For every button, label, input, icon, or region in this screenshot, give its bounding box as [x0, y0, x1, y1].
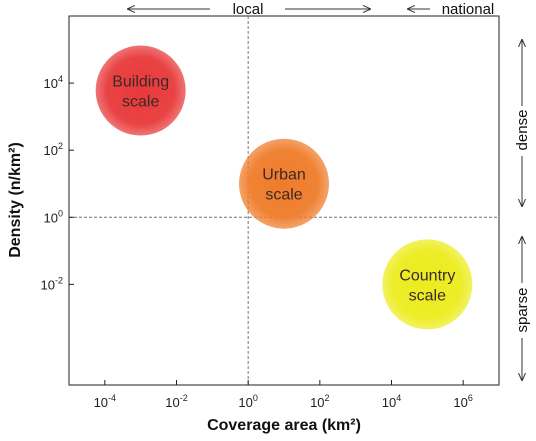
y-axis-title: Density (n/km²) — [7, 142, 24, 258]
bubble-label: scale — [265, 187, 302, 204]
x-tick-exponent: -2 — [180, 393, 188, 403]
bubble-label: scale — [122, 94, 159, 111]
y-tick-exponent: 0 — [58, 208, 63, 218]
plot-area — [68, 15, 500, 386]
y-tick-base: 10 — [44, 143, 58, 158]
bubble-point — [382, 239, 473, 330]
y-tick-label: 102 — [44, 141, 63, 158]
bubble-label: Urban — [262, 167, 306, 184]
x-tick-base: 10 — [382, 395, 396, 410]
x-tick-label: 102 — [310, 393, 329, 410]
sparse-label: sparse — [514, 287, 531, 332]
y-tick-label: 10-2 — [41, 275, 63, 292]
x-tick-base: 10 — [453, 395, 467, 410]
y-tick-exponent: -2 — [55, 275, 63, 285]
y-tick-label: 100 — [44, 208, 63, 225]
x-tick-label: 100 — [238, 393, 257, 410]
y-tick-label: 104 — [44, 74, 63, 91]
x-tick-exponent: 6 — [468, 393, 473, 403]
x-tick-base: 10 — [165, 395, 179, 410]
bubble-label: Building — [112, 74, 169, 91]
y-tick-base: 10 — [41, 277, 55, 292]
y-tick-exponent: 4 — [58, 74, 63, 84]
x-tick-label: 104 — [382, 393, 401, 410]
bubble-point — [95, 45, 186, 136]
x-tick-exponent: -4 — [108, 393, 116, 403]
local-label: local — [233, 1, 264, 18]
x-tick-base: 10 — [94, 395, 108, 410]
bubble-layer: Building scale Urban scale Country scale — [95, 45, 473, 330]
x-tick-exponent: 0 — [253, 393, 258, 403]
x-axis-title: Coverage area (km²) — [207, 417, 361, 434]
x-tick-base: 10 — [310, 395, 324, 410]
x-tick-base: 10 — [238, 395, 252, 410]
bubble-label: scale — [409, 287, 446, 304]
bubble-label: Country — [399, 267, 455, 284]
y-tick-exponent: 2 — [58, 141, 63, 151]
y-tick-base: 10 — [44, 210, 58, 225]
dense-label: dense — [514, 110, 531, 151]
x-tick-exponent: 2 — [325, 393, 330, 403]
x-tick-label: 10-4 — [94, 393, 116, 410]
x-tick-label: 10-2 — [165, 393, 187, 410]
y-tick-base: 10 — [44, 76, 58, 91]
national-label: national — [442, 1, 495, 18]
x-tick-label: 106 — [453, 393, 472, 410]
x-tick-exponent: 4 — [396, 393, 401, 403]
bubble-point — [239, 138, 329, 229]
